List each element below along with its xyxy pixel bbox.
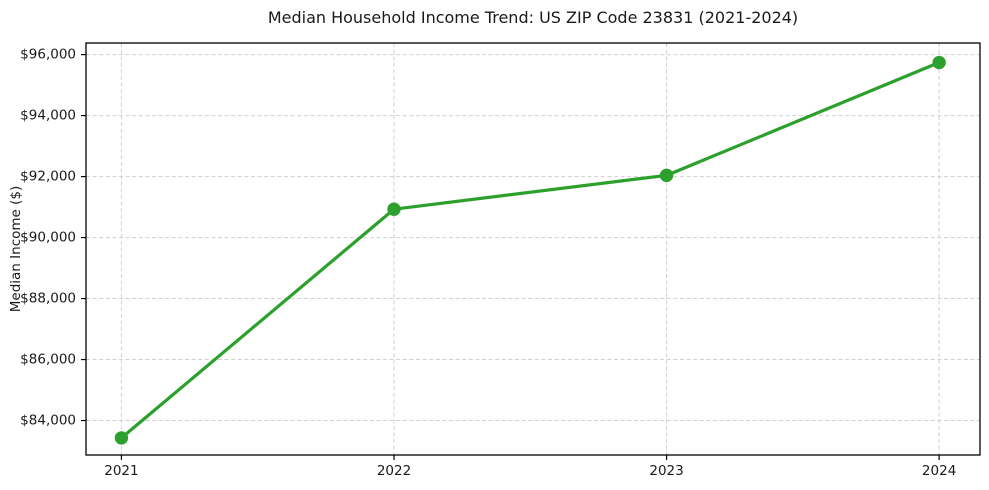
x-tick-label: 2021: [104, 463, 138, 479]
x-tick-label: 2023: [649, 463, 683, 479]
y-tick-label: $92,000: [20, 169, 76, 185]
y-tick-label: $94,000: [20, 108, 76, 124]
y-tick-label: $88,000: [20, 291, 76, 307]
data-point-2022: [387, 202, 401, 216]
chart-title: Median Household Income Trend: US ZIP Co…: [267, 8, 799, 27]
trend-line: [119, 60, 941, 440]
data-point-2024: [932, 55, 946, 70]
data-point-2021: [114, 431, 129, 445]
data-point-2023: [659, 168, 674, 183]
x-tick-label: 2022: [377, 463, 411, 479]
y-tick-label: $96,000: [20, 47, 76, 63]
y-tick-label: $86,000: [20, 352, 76, 368]
x-tick-label: 2024: [922, 463, 956, 479]
y-tick-label: $90,000: [20, 230, 76, 246]
y-tick-label: $84,000: [20, 413, 76, 429]
plot-border: [85, 42, 981, 456]
